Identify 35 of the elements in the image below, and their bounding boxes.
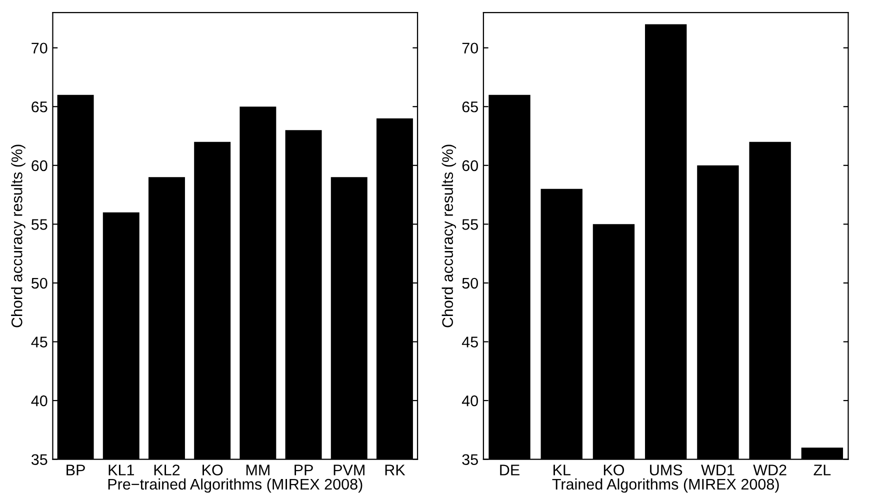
- y-tick-label: 50: [462, 278, 478, 289]
- y-tick-label: 70: [32, 42, 48, 54]
- y-tick-label: 65: [462, 101, 478, 112]
- x-tick-label: KO: [604, 464, 624, 476]
- y-tick-label: 40: [31, 395, 48, 406]
- y-tick-label: 60: [32, 160, 48, 172]
- y-tick-label: 55: [462, 219, 478, 230]
- y-tick-label: 55: [32, 219, 48, 230]
- x-tick-label: WD2: [753, 464, 786, 476]
- y-axis-title: Chord accuracy results (%): [11, 144, 26, 328]
- y-tick-label: 60: [462, 160, 478, 172]
- x-tick-label: BP: [66, 464, 85, 476]
- x-tick-label: KL2: [154, 464, 180, 476]
- y-tick-label: 35: [31, 454, 48, 466]
- y-axis-title: Chord accuracy results (%): [442, 144, 456, 328]
- y-tick-label: 50: [32, 278, 48, 289]
- x-tick-label: KL1: [108, 464, 134, 476]
- x-tick-label: PVM: [334, 464, 364, 476]
- y-tick-label: 45: [31, 336, 48, 348]
- x-tick-label: DE: [500, 464, 520, 476]
- y-tick-label: 40: [462, 395, 478, 406]
- x-tick-label: ZL: [814, 464, 831, 476]
- x-tick-label: MM: [246, 464, 270, 476]
- y-tick-label: 65: [32, 101, 48, 112]
- x-axis-title: Trained Algorithms (MIREX 2008): [552, 478, 779, 493]
- y-tick-label: 70: [462, 42, 478, 54]
- x-axis-title: Pre−trained Algorithms (MIREX 2008): [108, 478, 362, 493]
- x-tick-label: KL: [554, 464, 570, 476]
- x-tick-label: RK: [385, 464, 406, 476]
- x-tick-label: WD1: [701, 464, 734, 476]
- x-tick-label: KO: [202, 464, 223, 476]
- y-tick-label: 45: [462, 336, 478, 348]
- y-tick-label: 35: [462, 454, 478, 466]
- x-tick-label: UMS: [650, 464, 682, 476]
- x-tick-label: PP: [294, 464, 313, 476]
